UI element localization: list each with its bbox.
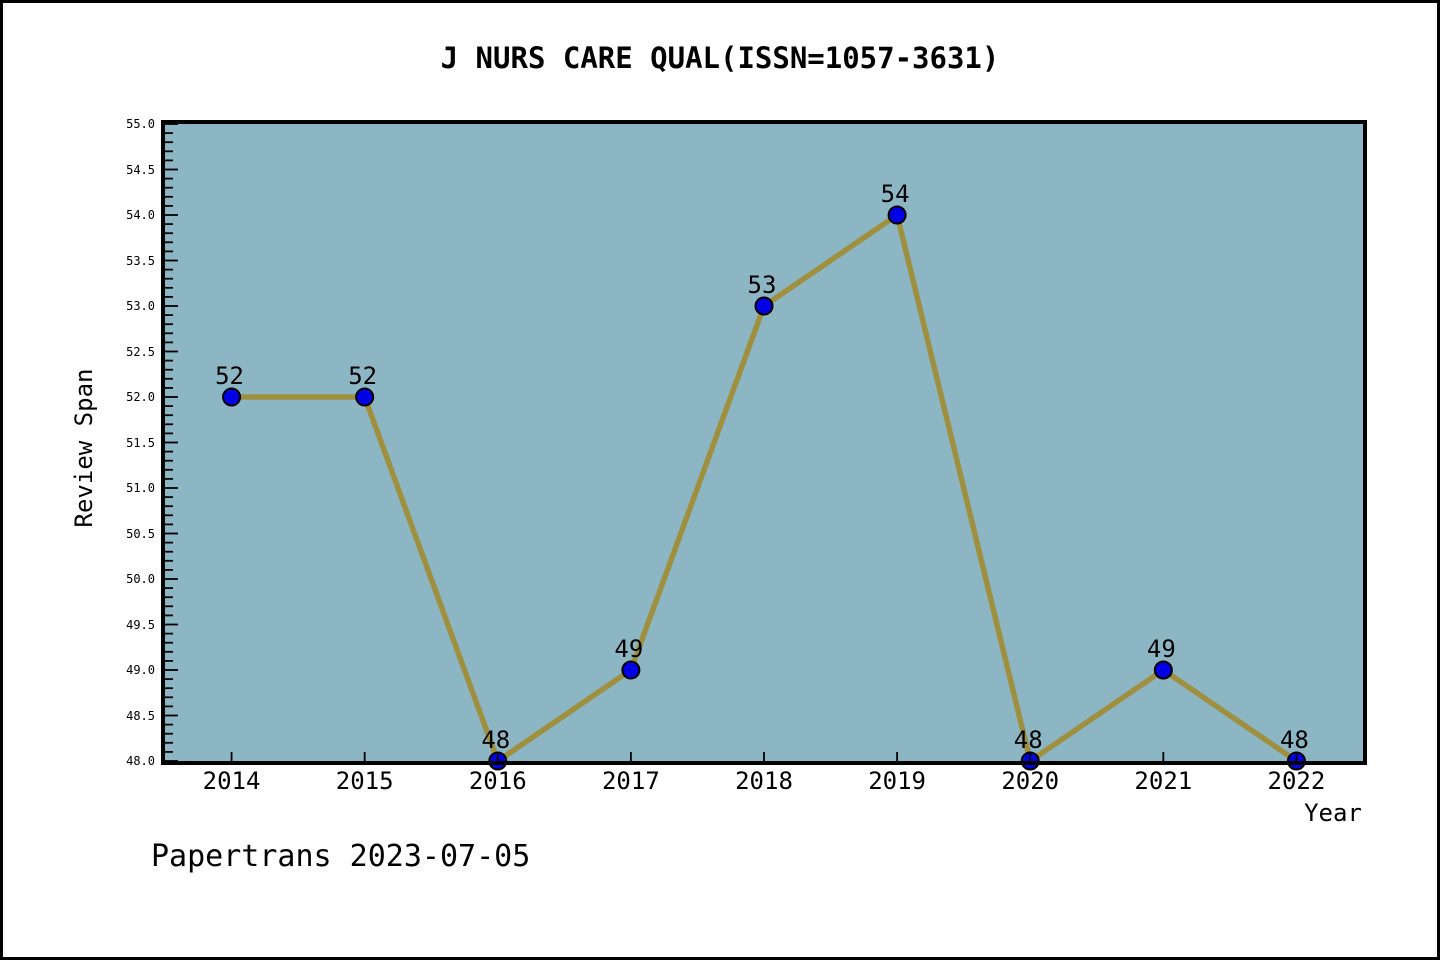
x-tick-label-2017: 2017: [601, 767, 660, 795]
x-tick-label-2020: 2020: [1001, 767, 1060, 795]
data-point-2018: [754, 296, 774, 316]
data-point-2019: [887, 205, 907, 225]
y-tick-label-48.5: 48.5: [126, 708, 155, 723]
plot-area: 52 52 48 49 53 54 48 49 48: [161, 120, 1367, 771]
data-point-2014: [222, 387, 242, 407]
plot-background: [161, 120, 1367, 765]
data-point-2015: [355, 387, 375, 407]
point-label-2020: 48: [1014, 726, 1043, 754]
x-tick-label-2018: 2018: [735, 767, 793, 795]
point-label-2017: 49: [614, 635, 643, 663]
x-axis-label: Year: [1304, 799, 1362, 827]
y-tick-label-51.0: 51.0: [126, 481, 155, 495]
x-tick-label-2014: 2014: [202, 767, 261, 795]
y-tick-label-52.0: 52.0: [126, 390, 155, 404]
y-tick-label-49.0: 49.0: [126, 663, 155, 677]
x-tick-label-2021: 2021: [1134, 767, 1193, 795]
footer-text: Papertrans 2023-07-05: [151, 839, 531, 874]
y-tick-label-54.5: 54.5: [126, 162, 155, 177]
y-tick-label-55.0: 55.0: [126, 117, 155, 131]
point-label-2019: 54: [881, 180, 910, 208]
x-tick-label-2015: 2015: [335, 767, 394, 795]
point-label-2016: 48: [481, 726, 510, 754]
y-tick-label-53.0: 53.0: [126, 299, 155, 313]
point-label-2014: 52: [215, 362, 244, 390]
point-label-2022: 48: [1280, 726, 1309, 754]
y-tick-label-49.5: 49.5: [126, 617, 155, 632]
x-tick-label-2016: 2016: [468, 767, 527, 795]
x-tick-label-2019: 2019: [868, 767, 926, 795]
data-point-2017: [621, 660, 641, 680]
y-tick-label-50.5: 50.5: [126, 526, 155, 541]
y-tick-label-51.5: 51.5: [126, 435, 155, 450]
y-tick-label-48.0: 48.0: [126, 754, 155, 768]
data-point-2021: [1153, 660, 1173, 680]
y-tick-label-52.5: 52.5: [126, 344, 155, 359]
axes-border: [161, 120, 1367, 765]
point-label-2021: 49: [1147, 635, 1176, 663]
x-tick-label-2022: 2022: [1267, 767, 1326, 795]
chart-title: J NURS CARE QUAL(ISSN=1057-3631): [440, 41, 1000, 75]
y-tick-label-54.0: 54.0: [126, 208, 155, 222]
y-axis-label: Review Span: [70, 368, 98, 528]
point-label-2018: 53: [748, 271, 777, 299]
point-label-2015: 52: [348, 362, 377, 390]
chart-canvas: 52 52 48 49 53 54 48 49 48: [161, 120, 1367, 771]
y-tick-label-53.5: 53.5: [126, 253, 155, 268]
y-tick-label-50.0: 50.0: [126, 572, 155, 586]
